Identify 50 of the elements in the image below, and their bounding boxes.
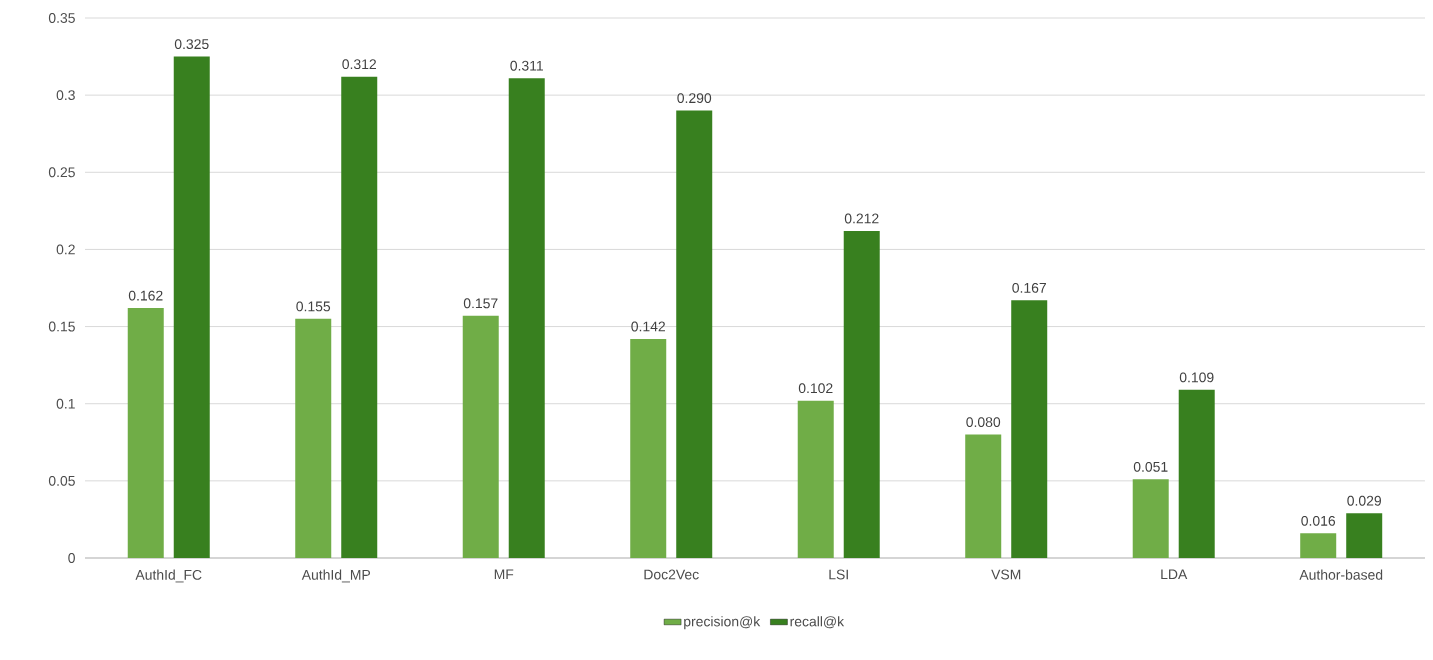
x-tick-label: MF: [494, 569, 514, 580]
bar: [797, 400, 834, 558]
y-tick-label: 0.25: [48, 167, 75, 178]
data-label: 0.155: [296, 301, 331, 312]
data-label: 0.157: [463, 298, 498, 309]
data-label: 0.325: [174, 39, 209, 50]
x-tick-label: LSI: [829, 569, 848, 580]
bar: [508, 78, 545, 558]
bar: [676, 110, 713, 558]
data-label: 0.312: [342, 59, 376, 70]
x-tick-label: LDA: [1161, 569, 1188, 580]
bar: [965, 434, 1002, 558]
bar: [1300, 533, 1337, 558]
data-label: 0.102: [798, 383, 833, 394]
data-label: 0.311: [510, 60, 543, 71]
bar: [462, 315, 499, 558]
data-label: 0.212: [844, 213, 879, 224]
data-label: 0.080: [966, 417, 1001, 428]
data-label: 0.109: [1179, 372, 1214, 383]
bar: [1178, 389, 1215, 558]
data-label: 0.051: [1133, 461, 1168, 472]
data-label: 0.290: [677, 93, 712, 104]
bar: [843, 230, 880, 558]
bar: [1011, 300, 1048, 558]
x-tick-label: AuthId_MP: [301, 569, 371, 583]
data-label: 0.167: [1012, 282, 1046, 293]
y-tick-label: 0.3: [56, 90, 75, 101]
bar: [1132, 479, 1169, 558]
legend-label: recall@k: [790, 616, 845, 629]
bar: [1346, 513, 1383, 558]
data-label: 0.029: [1347, 495, 1381, 506]
x-tick-label: Author-based: [1299, 569, 1383, 580]
x-tick-label: AuthId_FC: [135, 569, 202, 583]
data-label: 0.016: [1301, 515, 1336, 526]
y-tick-label: 0.35: [48, 13, 75, 23]
data-label: 0.162: [128, 290, 163, 301]
y-tick-label: 0: [68, 553, 75, 563]
bar: [173, 56, 210, 558]
y-tick-label: 0.2: [56, 244, 75, 255]
y-tick-label: 0.15: [48, 321, 75, 332]
y-tick-label: 0.05: [48, 475, 75, 486]
legend-label: precision@k: [684, 616, 761, 630]
x-tick-label: VSM: [991, 569, 1021, 580]
bar: [630, 338, 667, 558]
x-tick-label: Doc2Vec: [644, 569, 699, 580]
bar: [127, 308, 164, 558]
bar: [295, 318, 332, 558]
data-label: 0.142: [631, 321, 665, 332]
y-tick-label: 0.1: [56, 398, 75, 409]
bar: [341, 76, 378, 558]
